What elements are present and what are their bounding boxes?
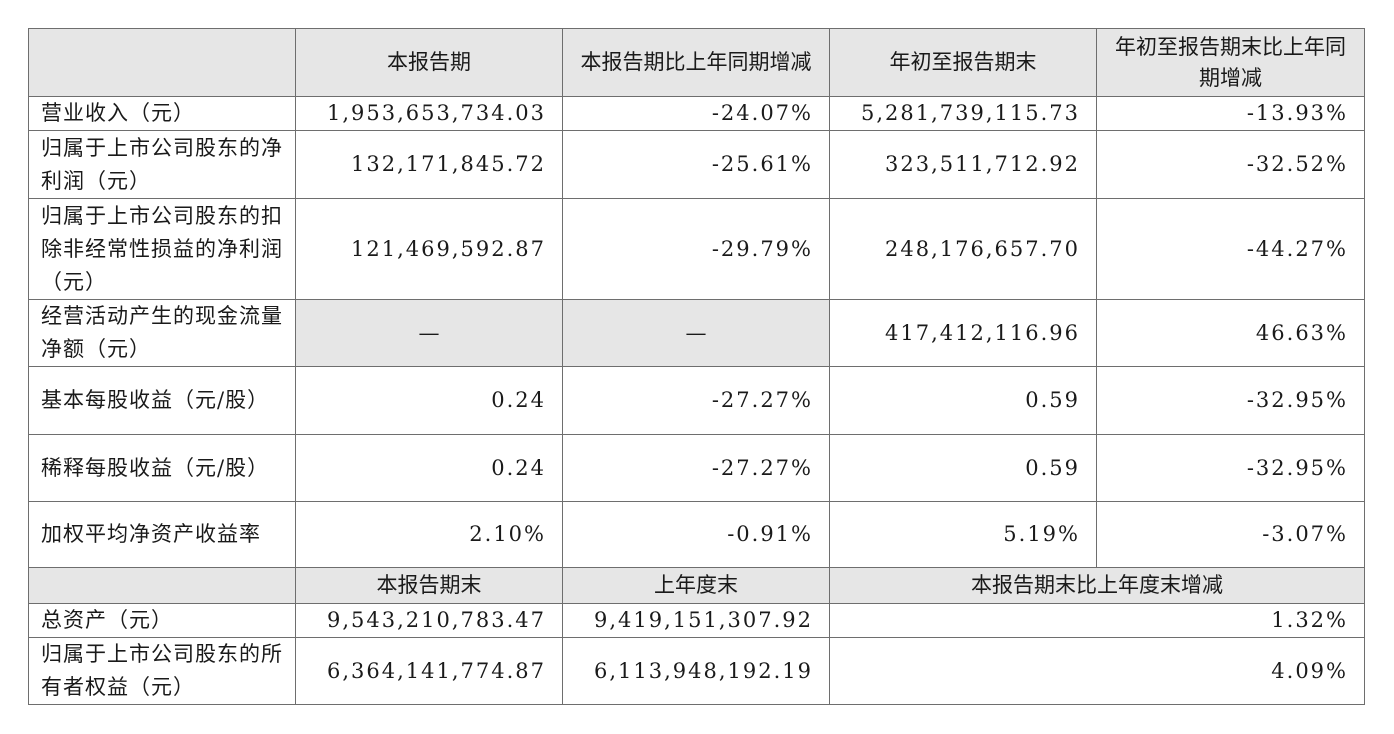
row-label: 总资产（元） <box>28 603 296 638</box>
table-row: 加权平均净资产收益率 2.10% -0.91% 5.19% -3.07% <box>28 501 1365 568</box>
current-value: 2.10% <box>295 501 563 568</box>
current-value: 0.24 <box>295 366 563 435</box>
ytd-value: 417,412,116.96 <box>829 299 1097 367</box>
current-change: -24.07% <box>562 96 830 131</box>
current-value: 1,953,653,734.03 <box>295 96 563 131</box>
table-header-row: 本报告期 本报告期比上年同期增减 年初至报告期末 年初至报告期末比上年同期增减 <box>28 28 1365 97</box>
table-row: 经营活动产生的现金流量净额（元） — — 417,412,116.96 46.6… <box>28 299 1365 367</box>
table-row: 归属于上市公司股东的扣除非经常性损益的净利润（元） 121,469,592.87… <box>28 198 1365 300</box>
ytd-change: 46.63% <box>1096 299 1365 367</box>
ytd-value: 0.59 <box>829 434 1097 502</box>
table-row: 归属于上市公司股东的所有者权益（元） 6,364,141,774.87 6,11… <box>28 637 1365 705</box>
ytd-change: -32.95% <box>1096 366 1365 435</box>
current-change: -29.79% <box>562 198 830 300</box>
financial-summary-sheet: 本报告期 本报告期比上年同期增减 年初至报告期末 年初至报告期末比上年同期增减 … <box>28 28 1365 705</box>
header-prior-year-end: 上年度末 <box>562 567 830 604</box>
ytd-value: 5,281,739,115.73 <box>829 96 1097 131</box>
header-ytd-change: 年初至报告期末比上年同期增减 <box>1096 28 1365 97</box>
ytd-value: 248,176,657.70 <box>829 198 1097 300</box>
row-label: 基本每股收益（元/股） <box>28 366 296 435</box>
period-end-value: 6,364,141,774.87 <box>295 637 563 705</box>
ytd-change: -32.52% <box>1096 130 1365 199</box>
prior-year-end-value: 6,113,948,192.19 <box>562 637 830 705</box>
table-row: 稀释每股收益（元/股） 0.24 -27.27% 0.59 -32.95% <box>28 434 1365 502</box>
ytd-change: -32.95% <box>1096 434 1365 502</box>
current-value: 121,469,592.87 <box>295 198 563 300</box>
ytd-value: 323,511,712.92 <box>829 130 1097 199</box>
period-end-value: 9,543,210,783.47 <box>295 603 563 638</box>
ytd-change: -3.07% <box>1096 501 1365 568</box>
current-change: -25.61% <box>562 130 830 199</box>
table-row: 归属于上市公司股东的净利润（元） 132,171,845.72 -25.61% … <box>28 130 1365 199</box>
header-current-period-change: 本报告期比上年同期增减 <box>562 28 830 97</box>
year-end-change: 4.09% <box>829 637 1365 705</box>
financial-summary-table: 本报告期 本报告期比上年同期增减 年初至报告期末 年初至报告期末比上年同期增减 … <box>28 28 1365 705</box>
header-period-end: 本报告期末 <box>295 567 563 604</box>
table-row: 总资产（元） 9,543,210,783.47 9,419,151,307.92… <box>28 603 1365 638</box>
row-label: 归属于上市公司股东的净利润（元） <box>28 130 296 199</box>
row-label: 加权平均净资产收益率 <box>28 501 296 568</box>
current-change: -27.27% <box>562 366 830 435</box>
header-blank-cell <box>28 28 296 97</box>
header-ytd: 年初至报告期末 <box>829 28 1097 97</box>
ytd-change: -44.27% <box>1096 198 1365 300</box>
row-label: 归属于上市公司股东的所有者权益（元） <box>28 637 296 705</box>
current-value: 0.24 <box>295 434 563 502</box>
ytd-change: -13.93% <box>1096 96 1365 131</box>
table-row: 营业收入（元） 1,953,653,734.03 -24.07% 5,281,7… <box>28 96 1365 131</box>
header-year-end-change: 本报告期末比上年度末增减 <box>829 567 1365 604</box>
row-label: 经营活动产生的现金流量净额（元） <box>28 299 296 367</box>
row-label: 稀释每股收益（元/股） <box>28 434 296 502</box>
current-change: — <box>562 299 830 367</box>
current-value: — <box>295 299 563 367</box>
row-label: 归属于上市公司股东的扣除非经常性损益的净利润（元） <box>28 198 296 300</box>
table-row: 基本每股收益（元/股） 0.24 -27.27% 0.59 -32.95% <box>28 366 1365 435</box>
row-label: 营业收入（元） <box>28 96 296 131</box>
prior-year-end-value: 9,419,151,307.92 <box>562 603 830 638</box>
balance-header-row: 本报告期末 上年度末 本报告期末比上年度末增减 <box>28 567 1365 604</box>
ytd-value: 0.59 <box>829 366 1097 435</box>
current-change: -27.27% <box>562 434 830 502</box>
ytd-value: 5.19% <box>829 501 1097 568</box>
balance-header-blank-cell <box>28 567 296 604</box>
current-change: -0.91% <box>562 501 830 568</box>
current-value: 132,171,845.72 <box>295 130 563 199</box>
header-current-period: 本报告期 <box>295 28 563 97</box>
year-end-change: 1.32% <box>829 603 1365 638</box>
